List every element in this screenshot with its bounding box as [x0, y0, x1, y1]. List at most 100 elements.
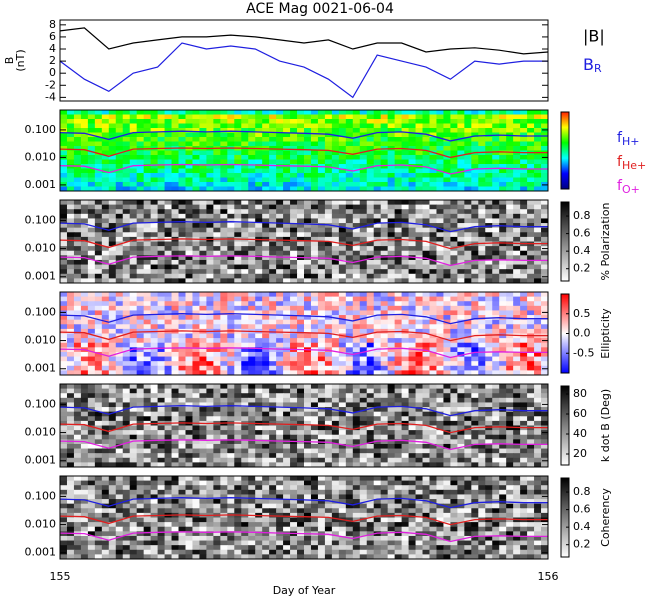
spectrogram-cell [150, 246, 159, 252]
spectrogram-cell [269, 141, 277, 147]
spectrogram-cell [220, 246, 228, 252]
y-tick-label: 0.010 [25, 242, 57, 255]
spectrogram-cell [345, 420, 354, 426]
spectrogram-cell [499, 292, 507, 298]
spectrogram-cell [506, 200, 514, 206]
spectrogram-cell [541, 384, 549, 390]
spectrogram-cell [276, 453, 284, 459]
spectrogram-cell [199, 324, 207, 330]
spectrogram-cell [520, 137, 528, 142]
spectrogram-cell [94, 328, 103, 334]
spectrogram-cell [317, 443, 326, 450]
spectrogram-cell [373, 227, 382, 233]
spectrogram-cell [457, 227, 465, 233]
spectrogram-cell [234, 164, 242, 169]
spectrogram-cell [66, 411, 75, 417]
spectrogram-cell [73, 269, 82, 275]
spectrogram-cell [366, 227, 375, 233]
spectrogram-cell [443, 213, 451, 219]
spectrogram-cell [164, 250, 173, 256]
spectrogram-cell [255, 168, 263, 174]
spectrogram-cell [297, 319, 305, 325]
spectrogram-cell [60, 132, 68, 138]
spectrogram-cell [422, 384, 430, 390]
spectrogram-cell [506, 296, 514, 302]
spectrogram-cell [150, 443, 159, 450]
spectrogram-cell [136, 132, 145, 138]
spectrogram-cell [136, 361, 145, 367]
spectrogram-cell [520, 146, 528, 151]
spectrogram-cell [157, 255, 166, 261]
spectrogram-cell [492, 278, 500, 284]
spectrogram-cell [457, 439, 465, 445]
spectrogram-cell [283, 324, 291, 330]
spectrogram-cell [199, 333, 207, 339]
spectrogram-cell [317, 315, 326, 321]
spectrogram-cell [429, 246, 437, 252]
spectrogram-cell [73, 420, 82, 426]
spectrogram-cell [276, 255, 284, 261]
spectrogram-cell [101, 384, 110, 390]
spectrogram-cell [359, 146, 368, 151]
spectrogram-cell [310, 223, 319, 229]
spectrogram-cell [262, 123, 270, 129]
spectrogram-cell [115, 177, 124, 183]
spectrogram-cell [415, 177, 424, 183]
spectrogram-cell [290, 434, 298, 440]
spectrogram-cell [534, 137, 542, 142]
spectrogram-cell [136, 123, 145, 129]
spectrogram-cell [199, 269, 207, 275]
spectrogram-cell [213, 213, 221, 219]
spectrogram-cell [129, 356, 138, 362]
spectrogram-cell [408, 425, 417, 431]
spectrogram-cell [283, 269, 291, 275]
spectrogram-cell [464, 342, 472, 348]
spectrogram-cell [387, 342, 396, 348]
spectrogram-cell [457, 388, 465, 394]
spectrogram-cell [94, 246, 103, 252]
spectrogram-cell [241, 384, 249, 390]
spectrogram-cell [297, 141, 305, 147]
spectrogram-cell [506, 269, 514, 275]
spectrogram-cell [506, 159, 514, 165]
spectrogram-cell [122, 255, 131, 261]
spectrogram-cell [310, 402, 319, 408]
spectrogram-cell [157, 264, 166, 270]
spectrogram-cell [359, 150, 368, 156]
spectrogram-cell [513, 182, 521, 187]
spectrogram-cell [66, 141, 75, 147]
spectrogram-cell [73, 393, 82, 399]
spectrogram-cell [122, 168, 131, 174]
spectrogram-cell [101, 155, 110, 160]
spectrogram-cell [429, 119, 437, 124]
spectrogram-cell [352, 223, 361, 229]
spectrogram-cell [94, 223, 103, 229]
spectrogram-cell [415, 223, 424, 229]
spectrogram-cell [338, 159, 347, 165]
spectrogram-cell [283, 209, 291, 215]
spectrogram-cell [436, 305, 444, 311]
spectrogram-cell [499, 328, 507, 334]
spectrogram-cell [276, 292, 284, 298]
spectrogram-cell [150, 150, 159, 156]
spectrogram-cell [101, 388, 110, 394]
spectrogram-cell [310, 269, 319, 275]
spectrogram-cell [178, 448, 186, 454]
spectrogram-cell [366, 132, 375, 138]
spectrogram-cell [464, 241, 472, 247]
spectrogram-cell [234, 425, 242, 431]
spectrogram-cell [310, 443, 319, 450]
spectrogram-cell [171, 264, 180, 270]
spectrogram-cell [192, 159, 200, 165]
spectrogram-cell [366, 397, 375, 403]
spectrogram-cell [485, 128, 493, 133]
spectrogram-cell [394, 292, 403, 298]
spectrogram-cell [150, 123, 159, 129]
spectrogram-cell [310, 301, 319, 307]
spectrogram-cell [471, 292, 479, 298]
spectrogram-cell [324, 213, 333, 219]
spectrogram-cell [164, 227, 173, 233]
spectrogram-cell [415, 416, 424, 422]
spectrogram-cell [199, 186, 207, 192]
spectrogram-cell [304, 351, 312, 358]
